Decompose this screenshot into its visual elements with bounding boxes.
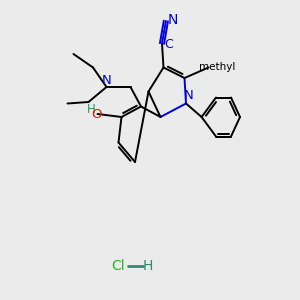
Text: N: N bbox=[167, 13, 178, 27]
Text: N: N bbox=[184, 88, 193, 102]
Text: H: H bbox=[86, 103, 95, 116]
Text: C: C bbox=[164, 38, 173, 52]
Text: Cl: Cl bbox=[112, 259, 125, 272]
Text: O: O bbox=[92, 108, 102, 121]
Text: methyl: methyl bbox=[199, 61, 235, 72]
Text: H: H bbox=[142, 259, 153, 272]
Text: N: N bbox=[102, 74, 111, 87]
